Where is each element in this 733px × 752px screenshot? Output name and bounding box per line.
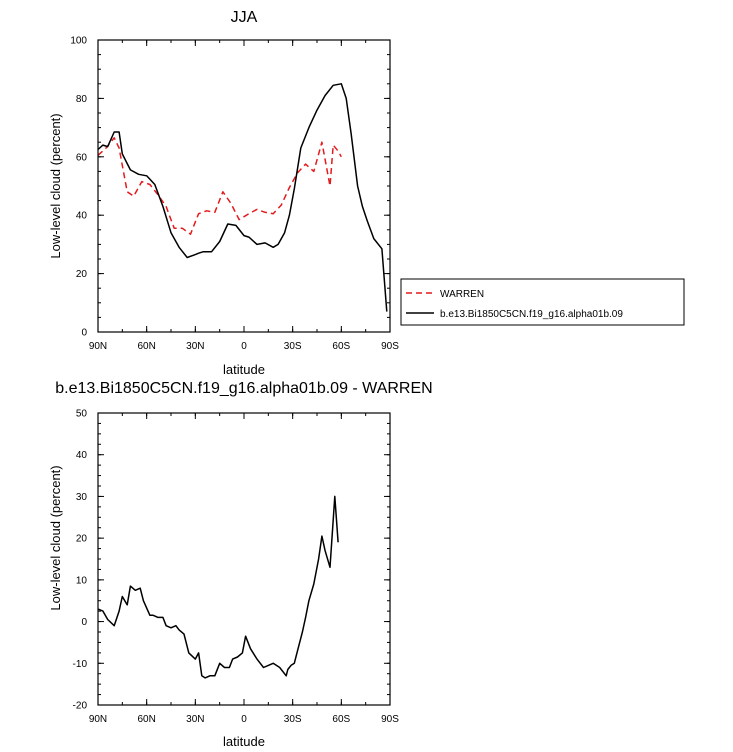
top-x-tick-label: 30S bbox=[284, 341, 302, 352]
bottom-x-tick-label: 90N bbox=[89, 714, 107, 725]
top-y-tick-label: 40 bbox=[76, 211, 88, 222]
top-plot-frame bbox=[97, 39, 391, 333]
top-x-tick-label: 0 bbox=[241, 341, 247, 352]
top-series-line-b-e13-bi1850c5cn-f19-g16-alpha01b-09 bbox=[97, 83, 388, 312]
bottom-y-tick-label: 50 bbox=[76, 409, 88, 420]
bottom-x-tick-label: 60S bbox=[332, 714, 350, 725]
bottom-y-tick-label: 40 bbox=[76, 450, 88, 461]
bottom-tick-layer: 90N 60N 30N 0 30S 60S 90S -20 -10 0 10 20 30 40 50 bbox=[73, 409, 400, 726]
bottom-plot-frame bbox=[97, 412, 391, 706]
bottom-series-layer bbox=[97, 495, 339, 679]
bottom-x-tick-label: 30N bbox=[186, 714, 204, 725]
legend-box bbox=[400, 278, 685, 326]
legend-label-model: b.e13.Bi1850C5CN.f19_g16.alpha01b.09 bbox=[440, 309, 623, 320]
bottom-x-tick-label: 30S bbox=[284, 714, 302, 725]
top-x-tick-label: 90S bbox=[381, 341, 399, 352]
bottom-x-tick-label: 0 bbox=[241, 714, 247, 725]
top-panel: JJA latitude Low-level cloud (percent) 9… bbox=[48, 9, 399, 377]
top-chart-title: JJA bbox=[231, 9, 258, 26]
bottom-chart-title: b.e13.Bi1850C5CN.f19_g16.alpha01b.09 - W… bbox=[55, 380, 432, 397]
top-tick-layer: 90N 60N 30N 0 30S 60S 90S 0 20 40 60 80 100 bbox=[70, 36, 399, 353]
bottom-panel: b.e13.Bi1850C5CN.f19_g16.alpha01b.09 - W… bbox=[48, 380, 433, 749]
bottom-x-tick-label: 60N bbox=[137, 714, 155, 725]
bottom-x-tick-label: 90S bbox=[381, 714, 399, 725]
top-x-tick-label: 60N bbox=[137, 341, 155, 352]
top-x-tick-label: 30N bbox=[186, 341, 204, 352]
top-x-axis-label: latitude bbox=[223, 362, 265, 377]
bottom-series-line-difference bbox=[97, 495, 339, 679]
top-series-layer bbox=[97, 83, 388, 312]
top-x-tick-label: 60S bbox=[332, 341, 350, 352]
bottom-y-tick-label: -20 bbox=[73, 701, 88, 712]
bottom-y-tick-label: 30 bbox=[76, 492, 88, 503]
legend-label-warren: WARREN bbox=[440, 289, 484, 300]
bottom-y-axis-label: Low-level cloud (percent) bbox=[48, 465, 63, 610]
bottom-y-tick-label: -10 bbox=[73, 659, 88, 670]
top-y-axis-label: Low-level cloud (percent) bbox=[48, 113, 63, 258]
top-y-tick-label: 60 bbox=[76, 152, 88, 163]
top-y-tick-label: 100 bbox=[70, 36, 87, 47]
bottom-y-tick-label: 20 bbox=[76, 534, 88, 545]
bottom-y-tick-label: 10 bbox=[76, 575, 88, 586]
top-y-tick-label: 0 bbox=[81, 328, 87, 339]
top-y-tick-label: 80 bbox=[76, 94, 88, 105]
top-series-line-warren bbox=[97, 137, 342, 235]
top-y-tick-label: 20 bbox=[76, 269, 88, 280]
top-x-tick-label: 90N bbox=[89, 341, 107, 352]
bottom-y-tick-label: 0 bbox=[81, 617, 87, 628]
bottom-x-axis-label: latitude bbox=[223, 734, 265, 749]
legend: WARREN b.e13.Bi1850C5CN.f19_g16.alpha01b… bbox=[400, 278, 685, 326]
